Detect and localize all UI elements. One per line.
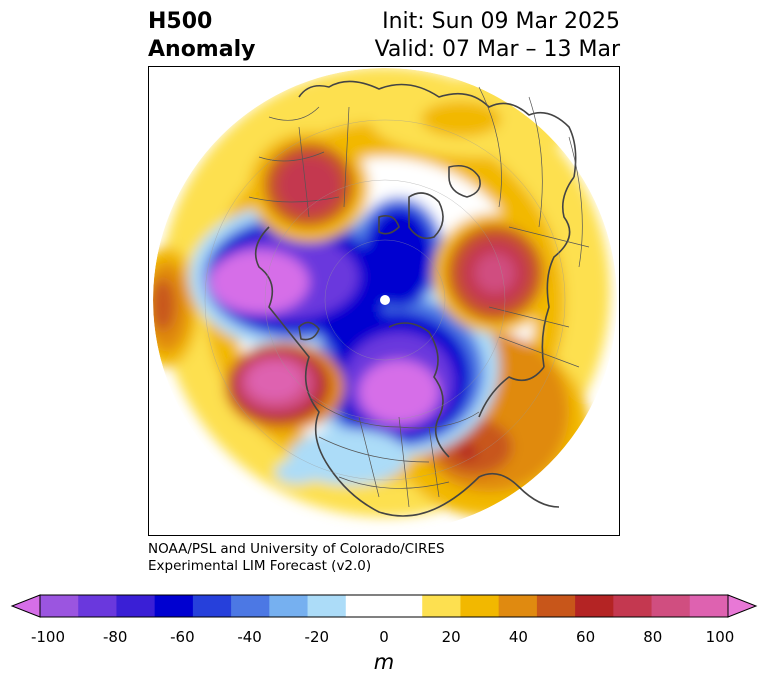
colorbar-tick-label: -80 (102, 628, 128, 646)
colorbar-segment (384, 595, 423, 617)
colorbar-segment (192, 595, 232, 617)
colorbar-tick-label: 20 (441, 628, 461, 646)
credit-line-1: NOAA/PSL and University of Colorado/CIRE… (148, 541, 445, 557)
colorbar-segment (460, 595, 500, 617)
colorbar-segment (231, 595, 270, 617)
title-field: Anomaly (148, 37, 256, 62)
graticule (204, 119, 566, 481)
title-variable: H500 (148, 9, 213, 34)
colorbar-tick-label: 80 (643, 628, 663, 646)
colorbar (10, 594, 758, 618)
colorbar-tick-label: 60 (576, 628, 596, 646)
colorbar-segment (536, 595, 576, 617)
colorbar-segment (345, 595, 385, 617)
anomaly-map (148, 66, 620, 536)
anomaly-field (153, 68, 610, 517)
colorbar-tick-label: -60 (170, 628, 195, 646)
colorbar-segment (269, 595, 309, 617)
colorbar-tick-label: 0 (379, 628, 389, 646)
colorbar-segment (498, 595, 538, 617)
coastlines (254, 80, 577, 517)
colorbar-segment (78, 595, 117, 617)
colorbar-segment (613, 595, 653, 617)
colorbar-unit: m (373, 650, 395, 674)
colorbar-segment (116, 595, 156, 617)
colorbar-tick-label: -20 (304, 628, 330, 646)
colorbar-tick-label: 100 (705, 628, 735, 646)
colorbar-tick-label: -100 (30, 628, 66, 646)
colorbar-tick-label: 40 (508, 628, 528, 646)
pole-marker (380, 295, 390, 305)
valid-range: Valid: 07 Mar – 13 Mar (374, 37, 620, 62)
colorbar-segment (154, 595, 194, 617)
credit-line-2: Experimental LIM Forecast (v2.0) (148, 558, 372, 574)
colorbar-segment (651, 595, 691, 617)
colorbar-segment (422, 595, 461, 617)
colorbar-frame (39, 594, 729, 618)
credit-text: NOAA/PSL and University of Colorado/CIRE… (148, 541, 445, 575)
init-date: Init: Sun 09 Mar 2025 (382, 9, 620, 34)
colorbar-segment (575, 595, 614, 617)
title-right: Init: Sun 09 Mar 2025 Valid: 07 Mar – 13… (375, 8, 620, 64)
colorbar-tick-label: -40 (237, 628, 262, 646)
colorbar-segment (689, 595, 729, 617)
colorbar-segment (307, 595, 347, 617)
colorbar-arrow-low (10, 594, 41, 618)
title-left: H500 Anomaly (148, 8, 255, 64)
map-svg (149, 67, 619, 535)
borders (248, 86, 590, 508)
colorbar-arrow-high (727, 594, 758, 618)
colorbar-segment (40, 595, 79, 617)
